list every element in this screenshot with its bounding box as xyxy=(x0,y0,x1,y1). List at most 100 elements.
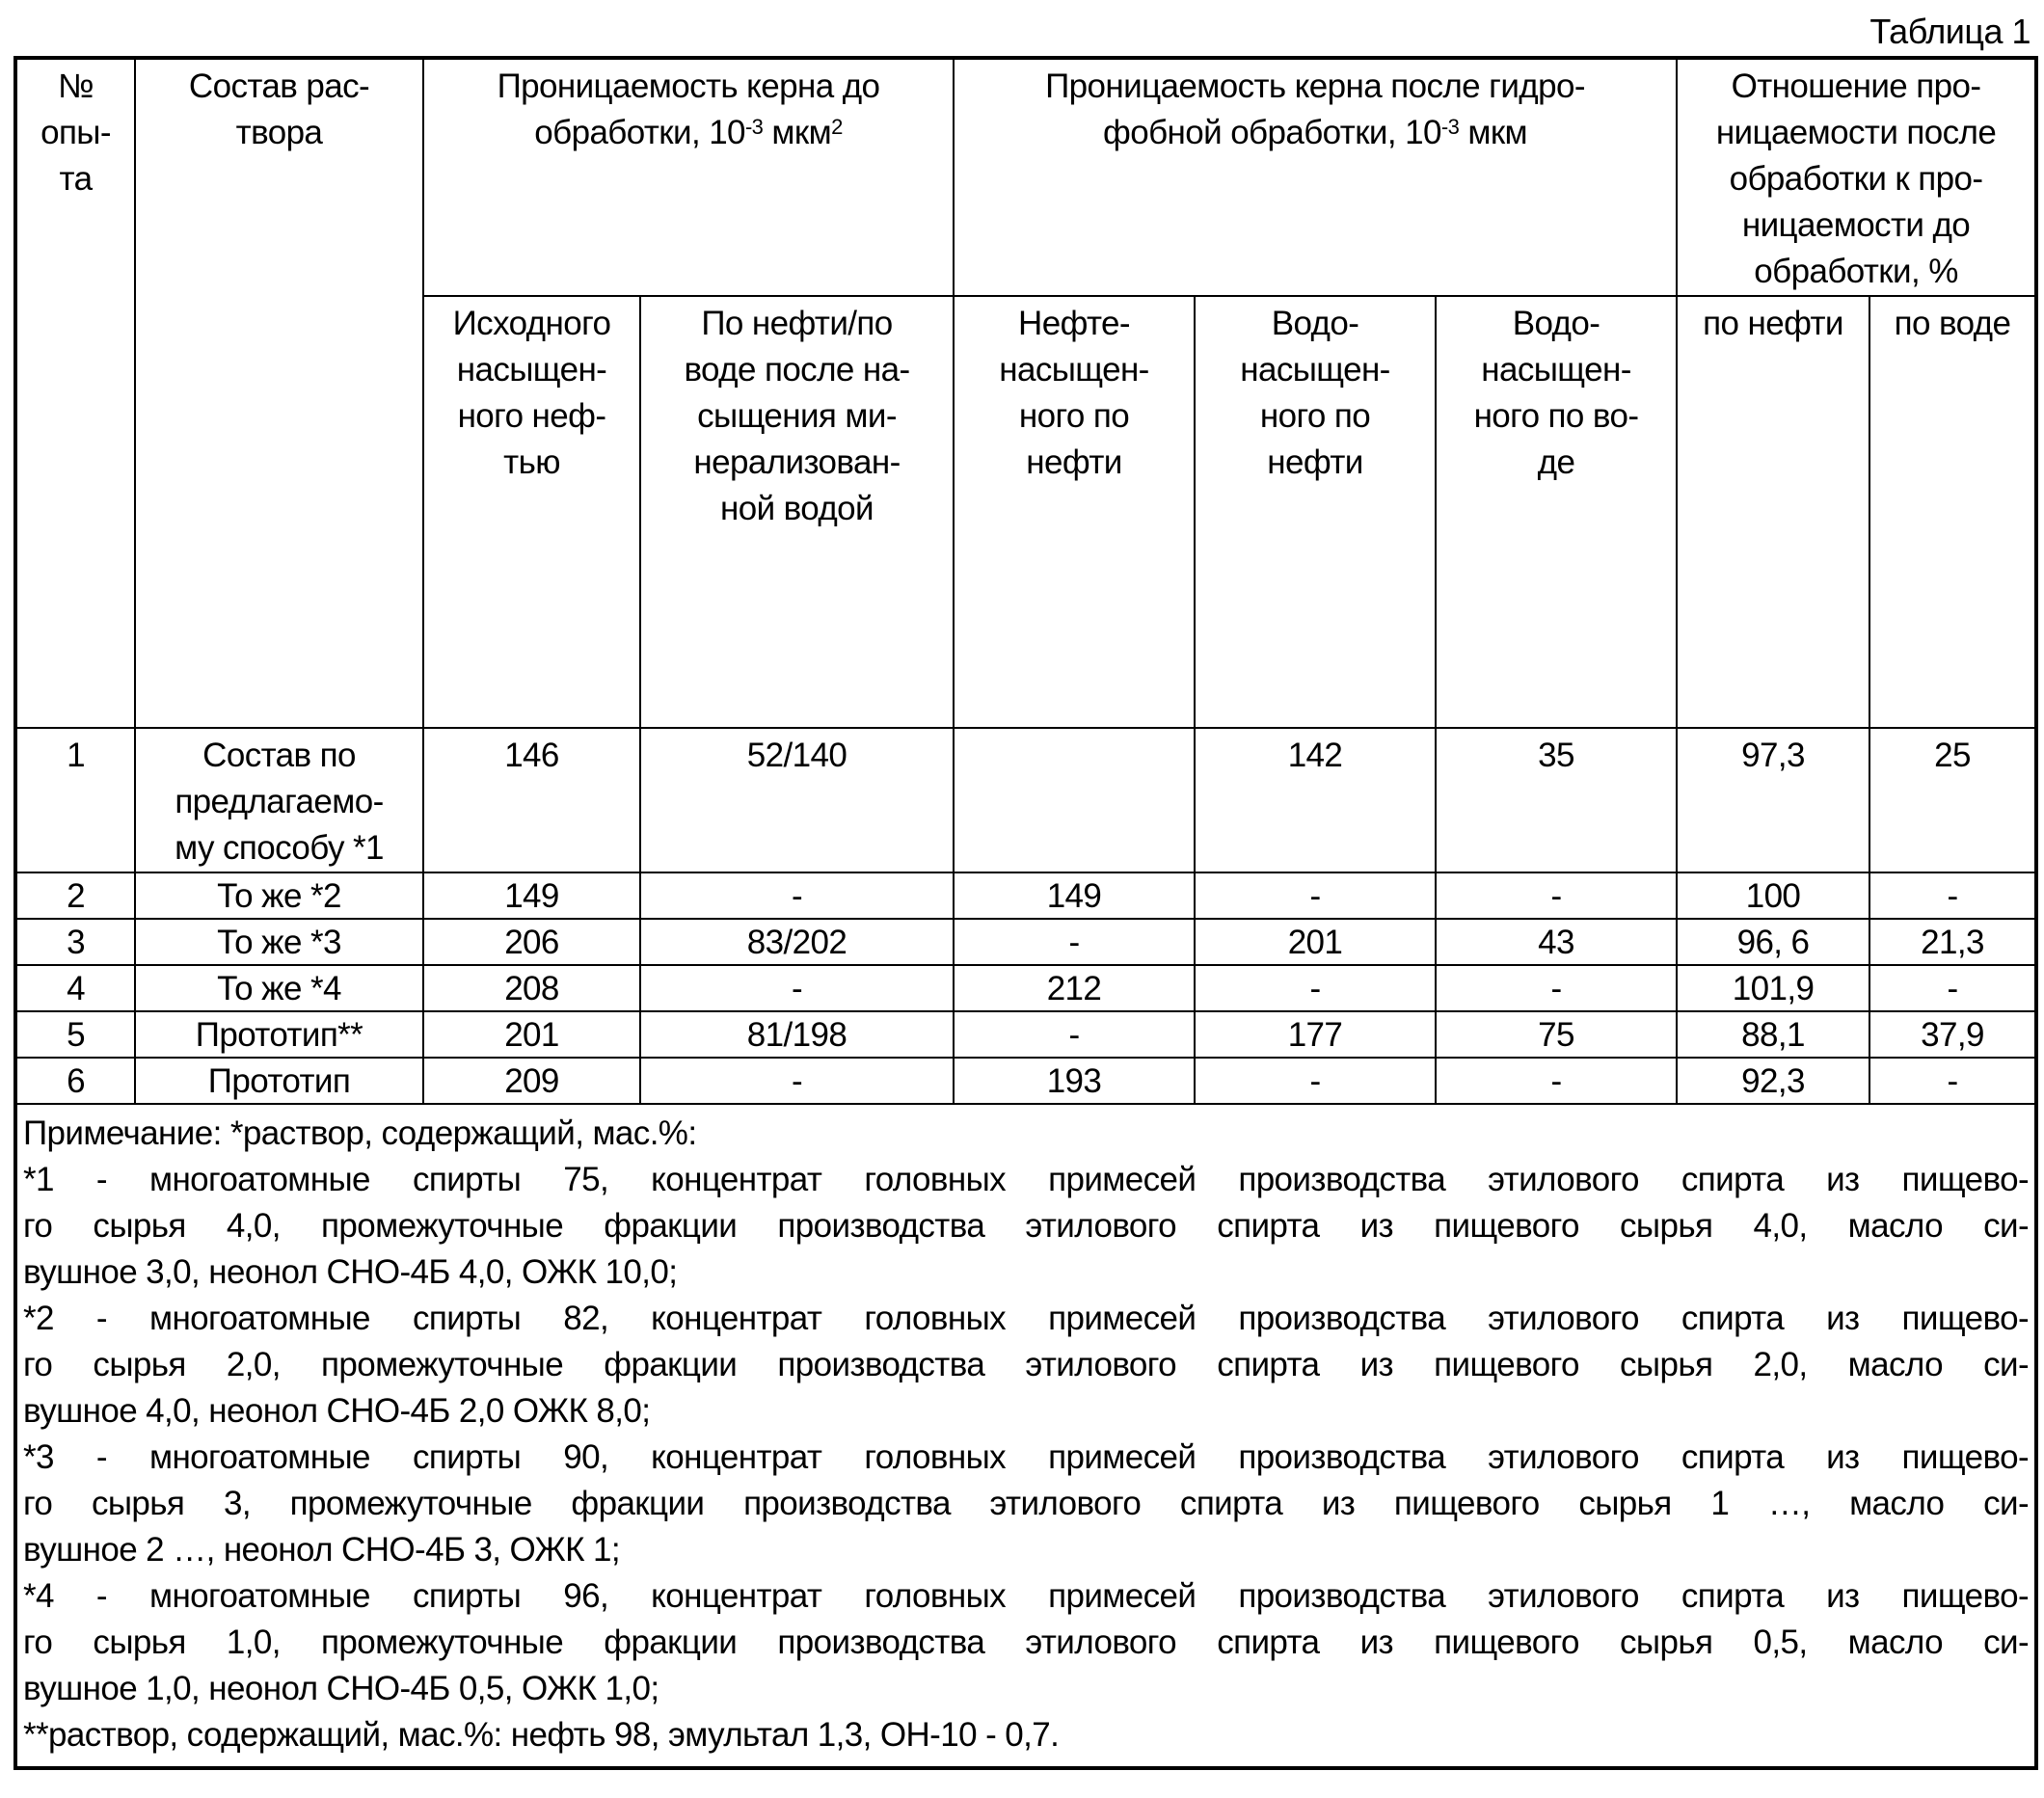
row-composition: Прототип xyxy=(135,1058,423,1104)
header-line: ницаемости до xyxy=(1681,202,2031,249)
row-composition: То же *3 xyxy=(135,919,423,965)
row-value: 100 xyxy=(1677,872,1869,919)
row-value: - xyxy=(1436,965,1677,1011)
row-value: 88,1 xyxy=(1677,1011,1869,1058)
header-line: обработки, 10-3 мкм2 xyxy=(428,110,949,156)
row-value: 209 xyxy=(423,1058,640,1104)
row-value: - xyxy=(640,1058,954,1104)
row-value: 21,3 xyxy=(1869,919,2036,965)
header-line: та xyxy=(21,156,130,202)
cell-line: предлагаемо- xyxy=(140,779,418,825)
row-value: 52/140 xyxy=(640,728,954,872)
header-ratio: Отношение про- ницаемости после обработк… xyxy=(1677,58,2036,296)
subheader-cell: по воде xyxy=(1869,296,2036,728)
note-line: вушное 2 …, неонол СНО-4Б 3, ОЖК 1; xyxy=(23,1527,2029,1573)
table-row: 2То же *2149-149--100- xyxy=(15,872,2036,919)
header-text: обработки, 10 xyxy=(534,114,745,151)
row-value: - xyxy=(1869,1058,2036,1104)
header-line: ного неф- xyxy=(428,393,635,440)
header-line: насыщен- xyxy=(428,347,635,393)
row-value: 177 xyxy=(1195,1011,1436,1058)
row-number: 2 xyxy=(15,872,135,919)
header-row-1: № опы- та Состав рас- твора Проницаемост… xyxy=(15,58,2036,296)
row-value: 212 xyxy=(954,965,1195,1011)
header-line: ницаемости после xyxy=(1681,110,2031,156)
table-row: 1Состав попредлагаемо-му способу *114652… xyxy=(15,728,2036,872)
header-line: опы- xyxy=(21,110,130,156)
note-line: *3 - многоатомные спирты 90, концентрат … xyxy=(23,1435,2029,1481)
header-line: насыщен- xyxy=(1440,347,1672,393)
row-value: 37,9 xyxy=(1869,1011,2036,1058)
row-value: 81/198 xyxy=(640,1011,954,1058)
note-line: го сырья 4,0, промежуточные фракции прои… xyxy=(23,1203,2029,1249)
subheader-cell: По нефти/поводе после на-сыщения ми-нера… xyxy=(640,296,954,728)
header-line: насыщен- xyxy=(1199,347,1431,393)
header-perm-after: Проницаемость керна после гидро- фобной … xyxy=(954,58,1677,296)
row-value: 206 xyxy=(423,919,640,965)
row-value: 208 xyxy=(423,965,640,1011)
header-text: фобной обработки, 10 xyxy=(1103,114,1441,151)
note-line: вушное 3,0, неонол СНО-4Б 4,0, ОЖК 10,0; xyxy=(23,1249,2029,1296)
row-value: - xyxy=(954,1011,1195,1058)
results-table: № опы- та Состав рас- твора Проницаемост… xyxy=(13,56,2038,1770)
unit: мкм xyxy=(763,114,831,151)
row-value xyxy=(954,728,1195,872)
note-line: го сырья 1,0, промежуточные фракции прои… xyxy=(23,1620,2029,1666)
row-value: 83/202 xyxy=(640,919,954,965)
exponent: -3 xyxy=(745,115,763,139)
row-value: 201 xyxy=(1195,919,1436,965)
header-perm-before: Проницаемость керна до обработки, 10-3 м… xyxy=(423,58,954,296)
unit: мкм xyxy=(1459,114,1527,151)
table-row: 3То же *320683/202-2014396, 621,3 xyxy=(15,919,2036,965)
note-line: *4 - многоатомные спирты 96, концентрат … xyxy=(23,1573,2029,1620)
cell-line: му способу *1 xyxy=(140,825,418,872)
row-number: 1 xyxy=(15,728,135,872)
header-line: по нефти xyxy=(1681,301,1865,347)
row-composition: То же *2 xyxy=(135,872,423,919)
note-line: вушное 1,0, неонол СНО-4Б 0,5, ОЖК 1,0; xyxy=(23,1666,2029,1712)
header-line: Водо- xyxy=(1199,301,1431,347)
note-line: *1 - многоатомные спирты 75, концентрат … xyxy=(23,1157,2029,1203)
subheader-cell: Нефте-насыщен-ного понефти xyxy=(954,296,1195,728)
header-line: ной водой xyxy=(645,486,949,532)
header-line: Отношение про- xyxy=(1681,64,2031,110)
header-line: по воде xyxy=(1874,301,2031,347)
row-value: 35 xyxy=(1436,728,1677,872)
row-value: 201 xyxy=(423,1011,640,1058)
row-number: 3 xyxy=(15,919,135,965)
subheader-cell: Исходногонасыщен-ного неф-тью xyxy=(423,296,640,728)
header-line: тью xyxy=(428,440,635,486)
row-number: 4 xyxy=(15,965,135,1011)
header-line: Водо- xyxy=(1440,301,1672,347)
row-value: 193 xyxy=(954,1058,1195,1104)
row-number: 6 xyxy=(15,1058,135,1104)
table-caption: Таблица 1 xyxy=(1869,12,2031,52)
row-value: 149 xyxy=(423,872,640,919)
row-value: - xyxy=(1869,965,2036,1011)
row-value: 25 xyxy=(1869,728,2036,872)
row-composition: То же *4 xyxy=(135,965,423,1011)
note-line: Примечание: *раствор, содержащий, мас.%: xyxy=(23,1111,2029,1157)
row-value: 97,3 xyxy=(1677,728,1869,872)
table-row: 4То же *4208-212--101,9- xyxy=(15,965,2036,1011)
header-line: обработки, % xyxy=(1681,249,2031,295)
header-line: ного по xyxy=(958,393,1190,440)
header-line: насыщен- xyxy=(958,347,1190,393)
row-value: - xyxy=(640,872,954,919)
header-line: Проницаемость керна после гидро- xyxy=(958,64,1672,110)
row-value: 142 xyxy=(1195,728,1436,872)
note-line: го сырья 2,0, промежуточные фракции прои… xyxy=(23,1342,2029,1388)
row-value: 146 xyxy=(423,728,640,872)
note-line: **раствор, содержащий, мас.%: нефть 98, … xyxy=(23,1712,2029,1758)
subheader-cell: Водо-насыщен-ного по во-де xyxy=(1436,296,1677,728)
cell-line: Состав по xyxy=(140,733,418,779)
header-line: де xyxy=(1440,440,1672,486)
note-line: *2 - многоатомные спирты 82, концентрат … xyxy=(23,1296,2029,1342)
row-value: - xyxy=(1195,872,1436,919)
header-line: обработки к про- xyxy=(1681,156,2031,202)
row-value: 43 xyxy=(1436,919,1677,965)
unit-exponent: 2 xyxy=(831,115,843,139)
header-line: Проницаемость керна до xyxy=(428,64,949,110)
header-line: Нефте- xyxy=(958,301,1190,347)
header-line: фобной обработки, 10-3 мкм xyxy=(958,110,1672,156)
